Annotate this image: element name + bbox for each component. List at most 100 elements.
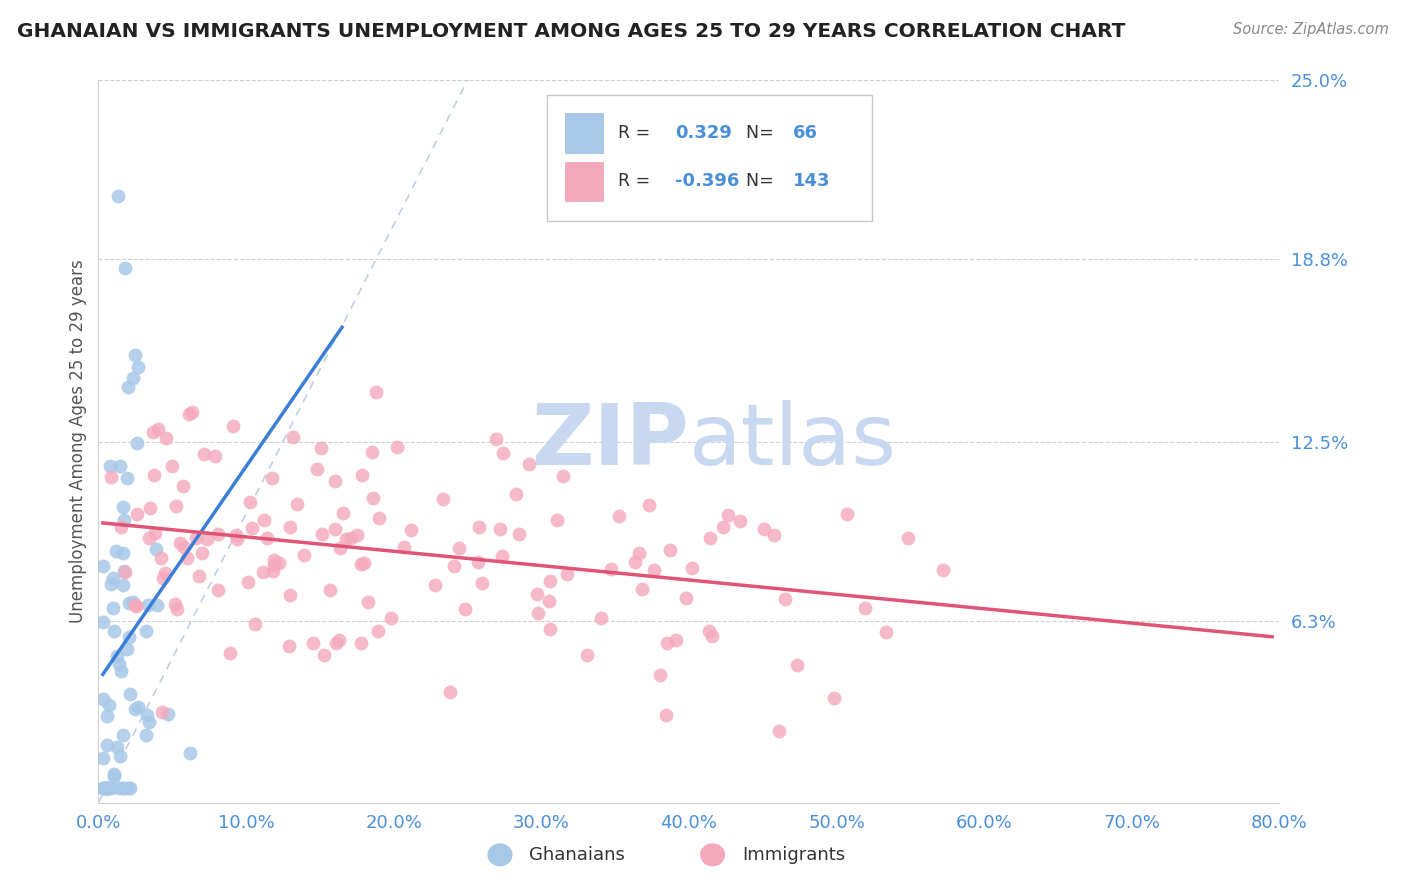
- Point: [361, 491, 384, 505]
- Point: [485, 432, 508, 446]
- Point: [172, 479, 194, 493]
- Point: [111, 577, 134, 591]
- Point: [146, 598, 169, 612]
- Point: [517, 457, 540, 471]
- Point: [155, 431, 177, 445]
- Point: [240, 521, 263, 535]
- Point: [325, 636, 347, 650]
- Point: [302, 635, 325, 649]
- Text: N=: N=: [745, 172, 779, 190]
- Point: [108, 748, 131, 763]
- Point: [292, 549, 315, 563]
- Point: [468, 520, 491, 534]
- Point: [114, 261, 136, 276]
- Point: [97, 698, 120, 713]
- Point: [332, 506, 354, 520]
- Ellipse shape: [700, 844, 724, 865]
- Point: [526, 606, 548, 620]
- Point: [350, 636, 373, 650]
- Point: [278, 520, 301, 534]
- Point: [139, 500, 162, 515]
- Point: [875, 625, 897, 640]
- Point: [96, 708, 118, 723]
- Point: [631, 582, 654, 596]
- Point: [195, 532, 218, 546]
- Point: [135, 728, 157, 742]
- Point: [361, 444, 384, 458]
- Point: [152, 570, 174, 584]
- Point: [100, 576, 122, 591]
- Point: [768, 724, 790, 739]
- Point: [93, 781, 115, 796]
- Point: [538, 622, 561, 636]
- Point: [107, 189, 129, 203]
- Text: GHANAIAN VS IMMIGRANTS UNEMPLOYMENT AMONG AGES 25 TO 29 YEARS CORRELATION CHART: GHANAIAN VS IMMIGRANTS UNEMPLOYMENT AMON…: [17, 22, 1125, 41]
- Point: [112, 564, 135, 578]
- Point: [236, 574, 259, 589]
- Point: [117, 380, 139, 394]
- Point: [96, 738, 118, 752]
- Point: [218, 646, 240, 660]
- Point: [146, 422, 169, 436]
- Point: [350, 557, 373, 571]
- Point: [853, 601, 876, 615]
- Point: [763, 528, 786, 542]
- Point: [897, 531, 920, 545]
- Point: [675, 591, 697, 606]
- Point: [136, 708, 159, 723]
- Point: [111, 781, 134, 796]
- Point: [932, 563, 955, 577]
- Point: [650, 667, 672, 681]
- FancyBboxPatch shape: [565, 113, 603, 153]
- Point: [505, 487, 527, 501]
- Point: [110, 520, 132, 534]
- Point: [278, 640, 301, 654]
- Point: [160, 458, 183, 473]
- Text: R =: R =: [619, 172, 655, 190]
- Point: [607, 509, 630, 524]
- Point: [94, 781, 117, 796]
- Point: [546, 513, 568, 527]
- Point: [576, 648, 599, 662]
- Point: [91, 781, 114, 796]
- Point: [553, 469, 575, 483]
- Point: [138, 531, 160, 545]
- Point: [145, 542, 167, 557]
- Text: Source: ZipAtlas.com: Source: ZipAtlas.com: [1233, 22, 1389, 37]
- Point: [103, 767, 125, 781]
- Text: 66: 66: [793, 124, 818, 142]
- Point: [105, 544, 128, 558]
- Point: [165, 598, 187, 612]
- Point: [191, 546, 214, 560]
- Point: [207, 527, 229, 541]
- Point: [124, 701, 146, 715]
- Point: [97, 781, 120, 796]
- Point: [380, 611, 402, 625]
- Point: [125, 599, 148, 614]
- Point: [188, 569, 211, 583]
- Point: [267, 556, 290, 570]
- Point: [142, 425, 165, 440]
- Point: [166, 602, 188, 616]
- Point: [177, 407, 200, 421]
- Point: [110, 664, 132, 678]
- Point: [328, 632, 350, 647]
- Point: [823, 691, 845, 706]
- Text: ZIP: ZIP: [531, 400, 689, 483]
- Point: [471, 576, 494, 591]
- Point: [537, 593, 560, 607]
- Point: [628, 546, 651, 560]
- Point: [278, 588, 301, 602]
- Point: [98, 458, 121, 473]
- Point: [526, 586, 548, 600]
- Point: [754, 522, 776, 536]
- Point: [346, 527, 368, 541]
- Point: [122, 371, 145, 385]
- Point: [222, 419, 245, 434]
- Text: R =: R =: [619, 124, 655, 142]
- Point: [179, 746, 201, 760]
- Point: [263, 558, 285, 573]
- Point: [423, 578, 446, 592]
- Point: [366, 384, 388, 399]
- Point: [97, 781, 120, 796]
